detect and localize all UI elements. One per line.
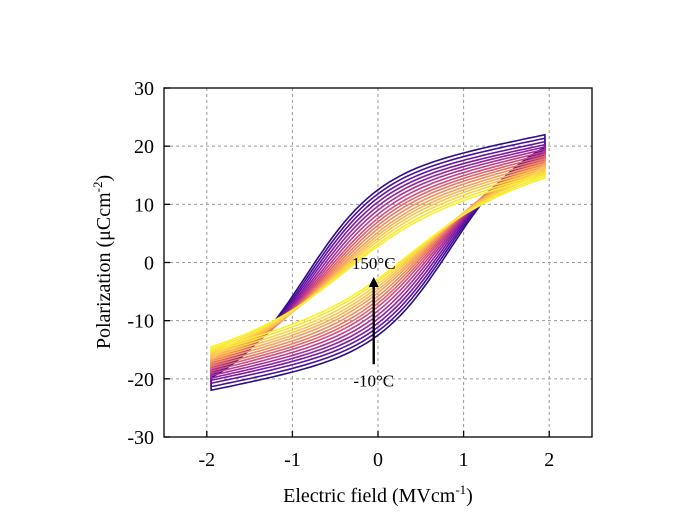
x-tick-labels: -2 -1 0 1 2 (198, 449, 554, 471)
loop-30c (210, 146, 546, 379)
loop-90c (210, 160, 546, 365)
y-tick-label-2: -10 (127, 311, 154, 333)
loop-50c (210, 150, 546, 375)
y-tick-label-0: -30 (127, 427, 154, 449)
loop--10c (210, 133, 546, 392)
x-tick-label-1: -1 (284, 449, 301, 471)
axis-ticks (164, 87, 550, 438)
y-tick-label-4: 10 (134, 194, 154, 216)
x-axis-title: Electric field (MVcm-1) (283, 482, 473, 507)
y-tick-label-5: 20 (134, 136, 154, 158)
x-tick-label-2: 0 (373, 449, 383, 471)
y-axis-title: Polarization (μCcm-2) (90, 175, 115, 349)
x-tick-label-4: 2 (544, 449, 554, 471)
loop-20c (210, 143, 546, 382)
loop-70c (210, 155, 546, 370)
loop-110c (210, 164, 546, 361)
y-tick-label-6: 30 (134, 78, 154, 100)
loop-40c (210, 148, 546, 377)
loop-60c (210, 153, 546, 372)
y-tick-label-1: -20 (127, 369, 154, 391)
x-tick-label-3: 1 (459, 449, 469, 471)
y-tick-labels: -30 -20 -10 0 10 20 30 (127, 78, 154, 449)
loop-100c (210, 162, 546, 363)
low-temperature-label: -10°C (353, 371, 394, 390)
temperature-annotation: 150°C -10°C (352, 254, 396, 390)
temperature-arrowhead (368, 277, 379, 288)
hysteresis-loops (210, 133, 546, 392)
loop-150c (210, 174, 546, 351)
y-tick-label-3: 0 (144, 253, 154, 275)
loop-0c (210, 137, 546, 388)
high-temperature-label: 150°C (352, 254, 396, 273)
x-tick-label-0: -2 (198, 449, 215, 471)
loop-10c (210, 140, 546, 385)
loop-80c (210, 157, 546, 368)
